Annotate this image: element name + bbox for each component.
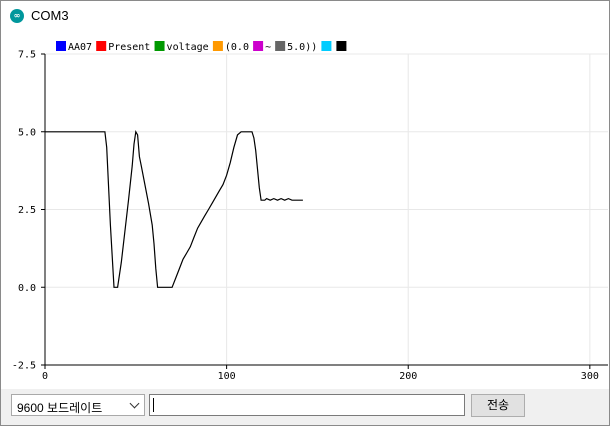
text-caret — [153, 398, 154, 412]
y-tick-label: 2.5 — [18, 205, 36, 216]
window-title: COM3 — [31, 8, 69, 23]
send-input[interactable] — [149, 394, 465, 416]
x-tick-label: 100 — [218, 371, 236, 382]
chevron-down-icon — [129, 398, 140, 409]
arduino-icon: ∞ — [10, 9, 24, 23]
legend-label: (0.0 — [225, 42, 249, 53]
legend-swatch — [212, 41, 223, 51]
legend-swatch — [56, 41, 66, 51]
legend-swatch — [321, 41, 332, 51]
legend-swatch — [336, 41, 347, 51]
plot-area: 7.5 5.0 2.5 0.0 -2.5 0 100 200 300 AA07 Present vol… — [1, 32, 609, 385]
legend-label: AA07 — [68, 42, 92, 53]
legend-swatch — [275, 41, 286, 51]
x-tick-label: 200 — [399, 371, 417, 382]
send-button[interactable]: 전송 — [471, 394, 525, 417]
legend-swatch — [154, 41, 165, 51]
y-tick-label: 0.0 — [18, 283, 36, 294]
plot-chart: 7.5 5.0 2.5 0.0 -2.5 0 100 200 300 AA07 Present vol… — [12, 41, 608, 382]
x-tick-label: 0 — [42, 371, 48, 382]
legend-swatch — [253, 41, 264, 51]
y-tick-label: -2.5 — [12, 361, 36, 372]
y-tick-label: 5.0 — [18, 127, 36, 138]
legend-label: voltage — [167, 42, 209, 53]
baud-rate-select[interactable]: 9600 보드레이트 — [11, 394, 145, 416]
series-line — [45, 130, 303, 288]
y-tick-label: 7.5 — [18, 50, 36, 61]
legend-swatch — [96, 41, 107, 51]
legend-label: ~ — [265, 42, 271, 53]
bottom-toolbar: 9600 보드레이트 전송 — [1, 389, 609, 425]
x-tick-label: 300 — [581, 371, 599, 382]
baud-rate-value: 9600 보드레이트 — [17, 401, 103, 415]
legend-label: 5.0)) — [287, 42, 317, 53]
legend-label: Present — [108, 42, 150, 53]
title-bar: ∞ COM3 — [1, 1, 609, 32]
